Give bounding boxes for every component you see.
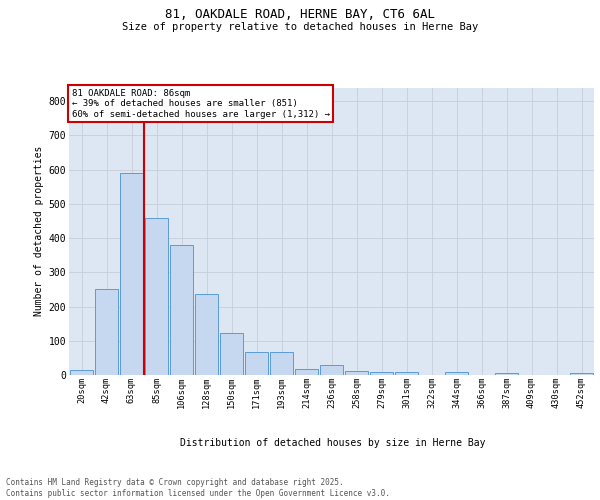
Bar: [95, 290, 118, 375]
Bar: [195, 294, 218, 375]
Bar: [145, 218, 168, 375]
Bar: [370, 372, 393, 375]
Text: Distribution of detached houses by size in Herne Bay: Distribution of detached houses by size …: [180, 438, 486, 448]
Text: 81, OAKDALE ROAD, HERNE BAY, CT6 6AL: 81, OAKDALE ROAD, HERNE BAY, CT6 6AL: [165, 8, 435, 20]
Bar: [395, 372, 418, 375]
Bar: [70, 370, 93, 375]
Bar: [120, 173, 143, 375]
Bar: [345, 371, 368, 375]
Bar: [220, 333, 243, 375]
Text: Size of property relative to detached houses in Herne Bay: Size of property relative to detached ho…: [122, 22, 478, 32]
Bar: [570, 374, 593, 375]
Bar: [170, 245, 193, 375]
Bar: [495, 374, 518, 375]
Bar: [320, 364, 343, 375]
Y-axis label: Number of detached properties: Number of detached properties: [34, 146, 44, 316]
Bar: [295, 369, 318, 375]
Text: Contains HM Land Registry data © Crown copyright and database right 2025.
Contai: Contains HM Land Registry data © Crown c…: [6, 478, 390, 498]
Bar: [270, 352, 293, 375]
Text: 81 OAKDALE ROAD: 86sqm
← 39% of detached houses are smaller (851)
60% of semi-de: 81 OAKDALE ROAD: 86sqm ← 39% of detached…: [71, 89, 329, 118]
Bar: [245, 352, 268, 375]
Bar: [445, 372, 468, 375]
